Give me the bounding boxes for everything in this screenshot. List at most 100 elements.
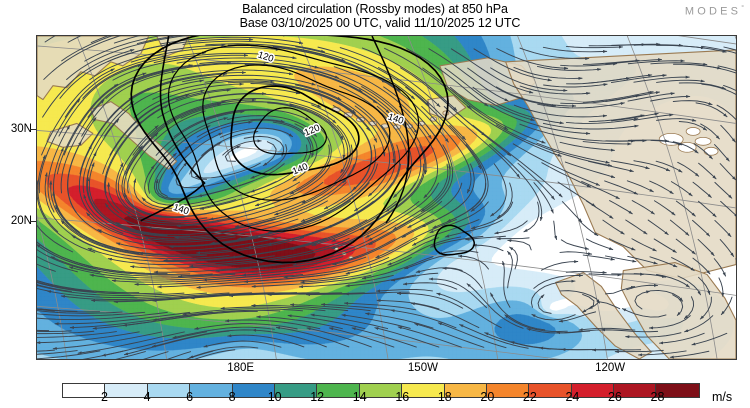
wind-streamline [196, 118, 285, 138]
wind-streamline [254, 144, 330, 207]
wind-streamline [104, 79, 204, 137]
wind-streamline [90, 36, 110, 44]
wind-streamline [588, 273, 622, 277]
wind-streamline [77, 331, 185, 355]
colorbar-swatch [486, 384, 530, 397]
lake [685, 127, 701, 136]
wind-streamline [656, 274, 690, 288]
wind-streamline [627, 139, 669, 143]
y-axis-tick [30, 220, 36, 223]
wind-streamline [339, 85, 409, 172]
colorbar-tick-label: 12 [310, 390, 325, 404]
colorbar-swatch [656, 384, 699, 397]
wind-streamline [127, 110, 206, 194]
colorbar-units: m/s [712, 390, 733, 404]
wind-streamline [87, 64, 193, 118]
wind-streamline [626, 283, 658, 291]
wind-streamline [459, 324, 529, 349]
wind-streamline [37, 284, 185, 296]
geopotential-contour [371, 36, 410, 224]
wind-streamline [133, 178, 237, 212]
wind-streamline [398, 105, 439, 199]
geopotential-contour [167, 44, 420, 232]
wind-streamline [126, 199, 282, 224]
wind-streamline [649, 180, 674, 195]
geopotential-contour [202, 64, 391, 201]
wind-streamline [290, 303, 371, 312]
wind-streamline [489, 143, 543, 222]
wind-streamline [436, 292, 502, 329]
wind-streamline [466, 283, 524, 329]
wind-streamline [429, 235, 484, 248]
wind-streamline [205, 78, 342, 101]
wind-streamline [611, 112, 659, 122]
wind-streamline [471, 201, 514, 229]
wind-streamline [89, 43, 226, 81]
wind-streamline [519, 47, 590, 61]
wind-streamline [701, 83, 736, 95]
wind-streamline [543, 83, 608, 88]
wind-streamline [66, 36, 202, 81]
wind-streamline [111, 273, 281, 283]
wind-streamline [37, 249, 101, 273]
wind-streamline [422, 67, 509, 130]
wind-streamline [243, 135, 285, 157]
wind-streamline [402, 282, 458, 290]
wind-streamline [361, 86, 428, 175]
wind-streamline [206, 182, 347, 235]
wind-streamline [449, 125, 489, 212]
wind-streamline [107, 255, 275, 266]
wind-streamline [671, 257, 695, 272]
wind-streamline [672, 141, 699, 154]
wind-streamline [81, 70, 176, 137]
wind-streamline [648, 315, 691, 330]
wind-streamline [331, 163, 425, 242]
wind-streamline [533, 182, 554, 214]
wind-streamline [614, 349, 664, 354]
wind-streamline [272, 83, 378, 143]
colorbar-swatch [190, 384, 233, 397]
wind-streamline [605, 91, 660, 102]
landmass [620, 262, 736, 359]
svg-text:120: 120 [256, 50, 274, 65]
wind-streamline [517, 162, 555, 200]
wind-streamline [649, 289, 684, 302]
wind-streamline [256, 315, 343, 330]
wind-streamline [91, 292, 253, 303]
parallel [37, 305, 560, 359]
wind-streamline [250, 83, 370, 131]
chart-subtitle: Base 03/10/2025 00 UTC, valid 11/10/2025… [239, 16, 521, 30]
wind-streamline [404, 253, 455, 270]
wind-streamline [578, 327, 636, 332]
wind-streamline [289, 65, 406, 127]
wind-streamline [180, 101, 294, 119]
wind-streamline [182, 74, 316, 86]
wind-streamline [41, 68, 115, 156]
wind-streamline [345, 274, 417, 288]
wind-streamline [44, 36, 56, 43]
wind-streamline [175, 87, 301, 101]
wind-streamline [228, 292, 343, 298]
wind-streamline [581, 293, 595, 313]
wind-streamline [159, 69, 294, 82]
wind-streamline [60, 220, 207, 257]
streamline-layer [37, 36, 736, 359]
wind-streamline [531, 313, 576, 321]
wind-streamline [344, 301, 417, 311]
wind-streamline [311, 182, 416, 246]
wind-streamline [699, 296, 712, 320]
wind-streamline [46, 290, 207, 299]
wind-streamline [68, 266, 236, 279]
wind-streamline [421, 105, 472, 194]
colorbar-swatch [147, 384, 191, 397]
geopotential-contour [252, 107, 327, 155]
wind-streamline [582, 90, 654, 103]
wind-streamline [295, 84, 386, 157]
wind-streamline [61, 36, 114, 62]
wind-streamline [633, 75, 690, 83]
colorbar-tick-label: 26 [607, 390, 622, 404]
wind-streamline [173, 108, 272, 138]
wind-streamline [133, 82, 244, 118]
wind-streamline [588, 301, 621, 310]
